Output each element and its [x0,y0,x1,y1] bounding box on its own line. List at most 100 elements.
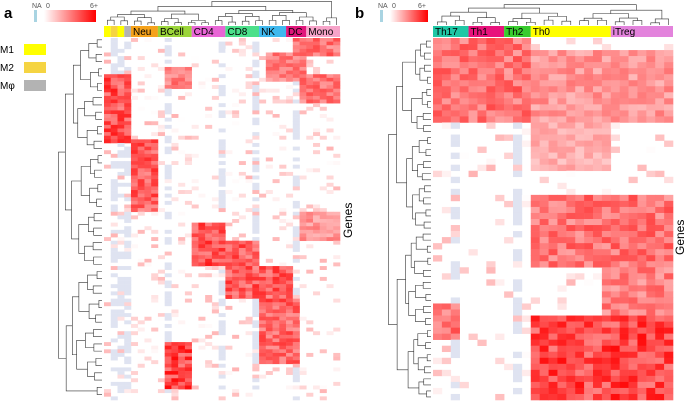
heatmap-cell [198,237,206,242]
heatmap-cell [557,152,567,159]
heatmap-cell [513,56,523,63]
heatmap-cell [433,56,443,63]
heatmap-cell [513,285,523,292]
heatmap-cell [664,194,674,202]
heatmap-cell [238,255,246,260]
row-dendrogram-branch [87,274,98,290]
heatmap-cell [468,98,478,105]
heatmap-cell [619,339,629,346]
heatmap-cell [306,219,314,223]
heatmap-cell [171,313,179,318]
heatmap-cell [272,287,280,292]
heatmap-cell [441,116,452,123]
heatmap-cell [245,273,253,278]
heatmap-cell [265,52,273,57]
heatmap-cell [272,367,280,372]
heatmap-cell [286,128,294,133]
heatmap-cell [252,266,260,270]
heatmap-cell [292,121,300,126]
heatmap-cell [557,110,567,117]
heatmap-cell [530,56,540,63]
heatmap-cell [117,240,125,245]
heatmap-cell [664,261,674,268]
heatmap-cell [486,279,496,286]
column-dendrogram-branch [521,12,558,19]
heatmap-cell [205,360,213,365]
row-dendrogram-branch [92,285,102,294]
heatmap-cell [272,132,280,137]
heatmap-cell [513,297,523,304]
heatmap-cell [646,206,656,214]
row-dendrogram-branch [421,173,431,181]
heatmap-cell [548,56,558,63]
heatmap-cell [218,153,226,158]
heatmap-cell [646,219,656,226]
heatmap-cell [513,134,523,141]
heatmap-cell [333,327,341,332]
heatmap-cell [104,117,112,122]
heatmap-cell [513,219,523,226]
heatmap-cell [225,345,233,350]
heatmap-cell [530,110,540,117]
heatmap-cell [124,70,132,75]
heatmap-cell [593,387,603,395]
heatmap-cell [299,110,307,115]
heatmap-cell [292,291,300,296]
heatmap-cell [306,244,314,249]
heatmap-cell [333,222,341,227]
heatmap-cell [299,99,307,104]
heatmap-cell [459,92,469,99]
heatmap-cell [313,331,321,336]
heatmap-cell [286,356,294,361]
row-dendrogram-branch [84,101,96,117]
row-dendrogram-branch [426,40,431,48]
heatmap-cell [124,211,132,216]
legend-swatch-mphi [24,80,46,91]
heatmap-cell [292,247,300,252]
column-dendrogram-branch [583,17,603,21]
heatmap-cell [117,385,125,390]
heatmap-cell [593,315,603,322]
heatmap-cell [306,41,314,46]
heatmap-cell [313,95,321,100]
heatmap-cell [575,116,585,123]
heatmap-cell [124,385,132,390]
heatmap-cell [521,86,532,93]
heatmap-cell [184,66,192,71]
heatmap-cell [450,321,460,328]
heatmap-cell [628,339,638,346]
heatmap-cell [130,197,139,202]
heatmap-cell [286,266,294,270]
heatmap-cell [306,99,314,104]
heatmap-cell [539,237,549,244]
heatmap-cell [539,375,549,383]
heatmap-cell [211,273,219,278]
heatmap-cell [252,95,260,100]
heatmap-cell [218,313,226,318]
heatmap-cell [245,331,253,336]
heatmap-cell [326,74,334,79]
heatmap-cell [530,231,540,238]
heatmap-cell [164,117,172,122]
heatmap-cell [225,255,233,260]
heatmap-cell [232,251,240,256]
heatmap-cell [584,261,594,268]
heatmap-cell [178,381,186,386]
heatmap-cell [252,52,260,57]
heatmap-cell [151,63,159,68]
heatmap-cell [601,225,612,232]
heatmap-cell [124,233,132,238]
heatmap-cell [252,164,260,169]
heatmap-cell [245,276,253,281]
heatmap-cell [655,98,665,105]
heatmap-cell [646,357,656,365]
heatmap-cell [117,255,125,260]
heatmap-cell [655,219,665,226]
heatmap-cell [326,77,334,82]
heatmap-cell [584,333,594,340]
heatmap-cell [655,315,665,322]
heatmap-cell [306,237,314,242]
heatmap-cell [306,226,314,231]
heatmap-cell [646,92,656,99]
heatmap-cell [548,345,558,353]
